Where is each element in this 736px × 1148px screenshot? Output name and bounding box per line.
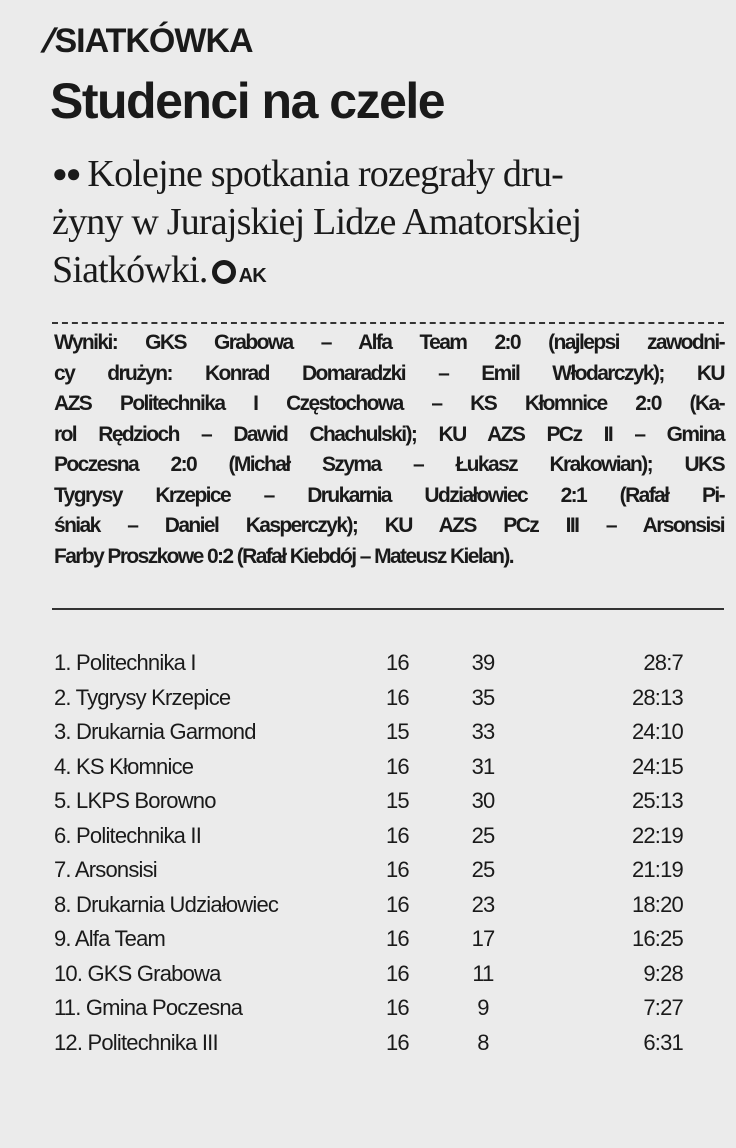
set-ratio: 25:13: [631, 788, 684, 814]
games-played: 15: [386, 788, 410, 814]
set-ratio: 9:28: [643, 960, 683, 986]
standings-row: 3. Drukarnia Garmond 15 33 24:10: [54, 715, 684, 750]
points: 17: [471, 926, 496, 952]
divider: [52, 322, 724, 324]
standings-row: 5. LKPS Borowno 15 30 25:13: [54, 784, 684, 819]
standings-row: 4. KS Kłomnice 16 31 24:15: [54, 750, 684, 785]
standings-row: 8. Drukarnia Udziałowiec 16 23 18:20: [54, 888, 684, 923]
games-played: 16: [386, 995, 410, 1021]
bullet-dots-icon: ●●: [52, 159, 81, 188]
team-name: 10. GKS Grabowa: [54, 960, 221, 986]
results-line: śniak – Daniel Kasperczyk); KU AZS PCz I…: [54, 514, 726, 537]
author-initials: AK: [238, 265, 267, 287]
points: 39: [471, 650, 496, 676]
set-ratio: 18:20: [631, 891, 684, 917]
standings-table: 1. Politechnika I 16 39 28:7 2. Tygrysy Krze…: [54, 646, 684, 1061]
standings-row: 12. Politechnika III 16 8 6:31: [54, 1026, 684, 1061]
games-played: 16: [386, 891, 410, 917]
set-ratio: 6:31: [643, 1029, 683, 1055]
games-played: 16: [386, 822, 410, 848]
set-ratio: 28:13: [631, 684, 684, 710]
lead-text: Siatkówki.: [52, 249, 208, 291]
lead-text: Kolejne spotkania rozegrały dru-: [87, 153, 564, 195]
points: 25: [471, 822, 496, 848]
points: 31: [471, 753, 496, 779]
games-played: 16: [386, 857, 410, 883]
set-ratio: 24:10: [631, 719, 684, 745]
team-name: 6. Politechnika II: [54, 822, 202, 848]
games-played: 16: [386, 650, 410, 676]
points: 9: [477, 995, 489, 1021]
divider: [52, 608, 724, 610]
games-played: 16: [386, 753, 410, 779]
results-line: cy drużyn: Konrad Domaradzki – Emil Włod…: [54, 361, 726, 385]
standings-row: 7. Arsonsisi 16 25 21:19: [54, 853, 684, 888]
team-name: 11. Gmina Poczesna: [54, 995, 243, 1021]
standings-row: 10. GKS Grabowa 16 11 9:28: [54, 957, 684, 992]
team-name: 8. Drukarnia Udziałowiec: [54, 891, 279, 917]
set-ratio: 7:27: [643, 995, 683, 1021]
results-line: Tygrysy Krzepice – Drukarnia Udziałowiec…: [54, 483, 726, 507]
set-ratio: 16:25: [631, 926, 684, 952]
points: 35: [471, 684, 496, 710]
set-ratio: 21:19: [631, 857, 684, 883]
author-marker-icon: [211, 260, 236, 284]
points: 25: [471, 857, 496, 883]
standings-row: 2. Tygrysy Krzepice 16 35 28:13: [54, 681, 684, 716]
points: 8: [477, 1029, 489, 1055]
games-played: 16: [386, 1029, 410, 1055]
standings-row: 1. Politechnika I 16 39 28:7: [54, 646, 684, 681]
team-name: 5. LKPS Borowno: [54, 788, 216, 814]
points: 11: [472, 960, 494, 986]
points: 33: [471, 719, 496, 745]
games-played: 16: [386, 960, 410, 986]
headline: Studenci na czele: [50, 73, 446, 129]
lead-line: ●● Kolejne spotkania rozegrały dru-: [52, 150, 732, 198]
team-name: 12. Politechnika III: [54, 1029, 219, 1055]
results-line: rol Rędzioch – Dawid Chachulski); KU AZS…: [54, 422, 726, 446]
games-played: 15: [386, 719, 410, 745]
match-results: Wyniki: GKS Grabowa – Alfa Team 2:0 (naj…: [54, 328, 726, 572]
team-name: 2. Tygrysy Krzepice: [54, 684, 231, 710]
results-line: Farby Proszkowe 0:2 (Rafał Kiebdój – Mat…: [54, 544, 515, 568]
team-name: 1. Politechnika I: [54, 650, 197, 676]
points: 23: [471, 891, 496, 917]
set-ratio: 28:7: [643, 650, 683, 676]
section-kicker: /SIATKÓWKA: [37, 22, 253, 61]
results-line: Wyniki: GKS Grabowa – Alfa Team 2:0 (naj…: [54, 331, 726, 354]
points: 30: [471, 788, 496, 814]
set-ratio: 24:15: [631, 753, 684, 779]
games-played: 16: [386, 926, 410, 952]
team-name: 4. KS Kłomnice: [54, 753, 194, 779]
standings-row: 11. Gmina Poczesna 16 9 7:27: [54, 991, 684, 1026]
lead-line: Siatkówki. AK: [52, 246, 732, 300]
results-line: Poczesna 2:0 (Michał Szyma – Łukasz Krak…: [54, 453, 726, 476]
lead-line: żyny w Jurajskiej Lidze Amatorskiej: [52, 201, 582, 243]
set-ratio: 22:19: [631, 822, 684, 848]
results-line: AZS Politechnika I Częstochowa – KS Kłom…: [54, 392, 726, 415]
standings-row: 6. Politechnika II 16 25 22:19: [54, 819, 684, 854]
games-played: 16: [386, 684, 410, 710]
team-name: 7. Arsonsisi: [54, 857, 158, 883]
kicker-text: SIATKÓWKA: [54, 22, 253, 60]
lead-paragraph: ●● Kolejne spotkania rozegrały dru- żyny …: [52, 150, 732, 300]
team-name: 3. Drukarnia Garmond: [54, 719, 256, 745]
standings-row: 9. Alfa Team 16 17 16:25: [54, 922, 684, 957]
team-name: 9. Alfa Team: [54, 926, 166, 952]
